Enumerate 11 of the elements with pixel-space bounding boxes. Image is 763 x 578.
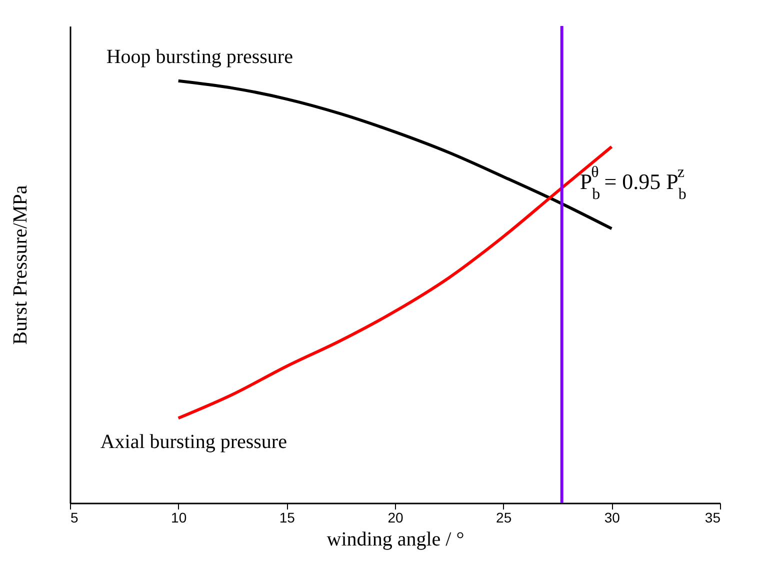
x-tick-label: 15	[279, 510, 296, 526]
x-tick-label: 25	[496, 510, 512, 526]
series-label: Hoop bursting pressure	[106, 46, 294, 68]
x-tick-label: 30	[604, 510, 620, 526]
y-axis-title: Burst Pressure/MPa	[10, 185, 32, 345]
x-axis-title: winding angle / °	[326, 528, 464, 550]
x-tick-label: 20	[388, 510, 404, 526]
x-tick-label: 10	[171, 510, 187, 526]
x-tick-label: 5	[70, 510, 78, 526]
series-label: Axial bursting pressure	[100, 431, 288, 454]
x-tick-label: 35	[704, 510, 721, 526]
